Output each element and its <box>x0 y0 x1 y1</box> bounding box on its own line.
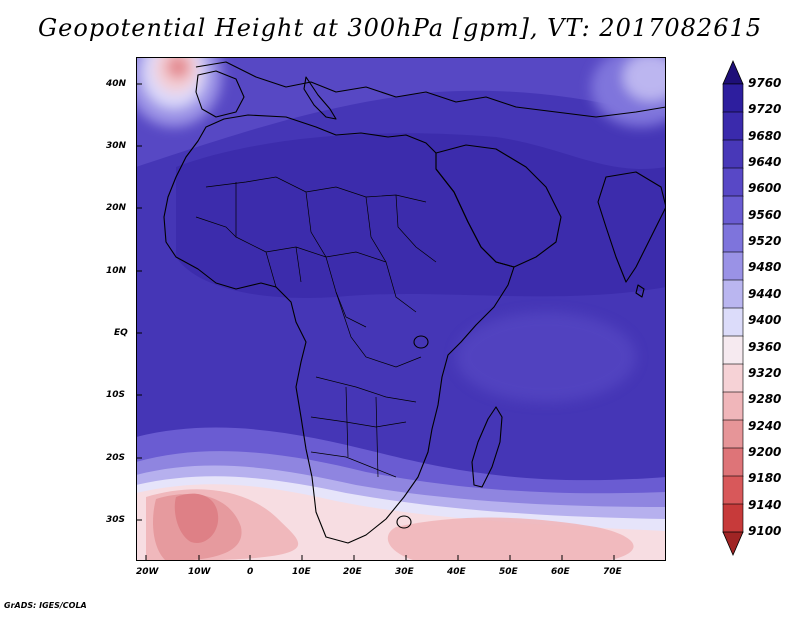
lon-label-30e: 30E <box>395 567 414 577</box>
india <box>597 171 666 283</box>
colorbar-swatch <box>722 391 744 421</box>
lon-label-70e: 70E <box>603 567 622 577</box>
colorbar-swatch <box>722 419 744 449</box>
grads-credit: GrADS: IGES/COLA <box>4 601 87 610</box>
colorbar-label: 9140 <box>748 497 782 512</box>
geopotential-map <box>136 57 666 561</box>
colorbar-swatch <box>722 307 744 337</box>
colorbar-swatch <box>722 251 744 281</box>
colorbar-swatch <box>722 447 744 477</box>
colorbar-label: 9760 <box>748 76 782 90</box>
europe-coast <box>195 61 666 118</box>
lon-label-10w: 10W <box>188 567 211 577</box>
field-indian-ocean <box>456 312 636 402</box>
colorbar-swatch <box>722 503 744 533</box>
colorbar <box>722 60 744 556</box>
lake-victoria <box>413 335 429 349</box>
colorbar-swatch <box>722 363 744 393</box>
colorbar-swatch <box>722 83 744 113</box>
colorbar-top-arrow <box>722 60 744 85</box>
italy <box>303 76 337 120</box>
arabia <box>435 144 562 268</box>
lat-label-10s: 10S <box>106 390 126 400</box>
map-title: Geopotential Height at 300hPa [gpm], VT:… <box>38 14 762 42</box>
sri-lanka <box>635 284 645 298</box>
coastlines <box>163 61 666 544</box>
colorbar-swatch <box>722 223 744 253</box>
colorbar-label: 9360 <box>748 339 782 354</box>
colorbar-label: 9680 <box>748 128 782 143</box>
field-darker-sahara <box>176 133 666 298</box>
colorbar-swatch <box>722 139 744 169</box>
colorbar-swatch <box>722 167 744 197</box>
colorbar-label: 9200 <box>748 444 782 459</box>
field-ne-blob <box>591 57 666 127</box>
madagascar <box>471 406 503 488</box>
colorbar-label: 9180 <box>748 471 782 486</box>
colorbar-label: 9400 <box>748 313 782 328</box>
lat-label-30n: 30N <box>106 141 127 151</box>
lat-label-10n: 10N <box>106 266 127 276</box>
lon-label-50e: 50E <box>499 567 518 577</box>
field-south-8 <box>174 493 219 543</box>
lesotho <box>396 515 412 529</box>
colorbar-label: 9280 <box>748 392 782 407</box>
lat-label-20s: 20S <box>106 453 126 463</box>
lon-label-20w: 20W <box>136 567 159 577</box>
iberia <box>195 70 245 118</box>
lon-label-20e: 20E <box>343 567 362 577</box>
colorbar-label: 9560 <box>748 207 782 222</box>
lat-label-eq: EQ <box>114 328 128 338</box>
axis-ticks <box>136 83 615 561</box>
colorbar-swatch <box>722 335 744 365</box>
lon-label-40e: 40E <box>447 567 466 577</box>
colorbar-label: 9720 <box>748 102 782 117</box>
africa-coast <box>163 114 515 544</box>
lat-label-30s: 30S <box>106 515 126 525</box>
field-south-9 <box>387 517 634 561</box>
country-borders <box>195 176 437 478</box>
colorbar-label: 9600 <box>748 181 782 196</box>
colorbar-swatch <box>722 279 744 309</box>
field-north-band <box>136 57 666 167</box>
colorbar-swatch <box>722 195 744 225</box>
lon-label-0: 0 <box>247 567 254 577</box>
colorbar-label: 9240 <box>748 418 782 433</box>
colorbar-label: 9520 <box>748 234 782 249</box>
colorbar-label: 9440 <box>748 286 782 301</box>
lat-label-20n: 20N <box>106 203 127 213</box>
lat-label-40n: 40N <box>106 79 127 89</box>
colorbar-swatch <box>722 111 744 141</box>
colorbar-label: 9100 <box>748 524 782 538</box>
colorbar-label: 9320 <box>748 365 782 380</box>
lon-label-10e: 10E <box>292 567 311 577</box>
colorbar-swatch <box>722 475 744 505</box>
colorbar-bottom-arrow <box>722 531 744 556</box>
colorbar-label: 9640 <box>748 155 782 170</box>
lon-label-60e: 60E <box>551 567 570 577</box>
colorbar-label: 9480 <box>748 260 782 275</box>
